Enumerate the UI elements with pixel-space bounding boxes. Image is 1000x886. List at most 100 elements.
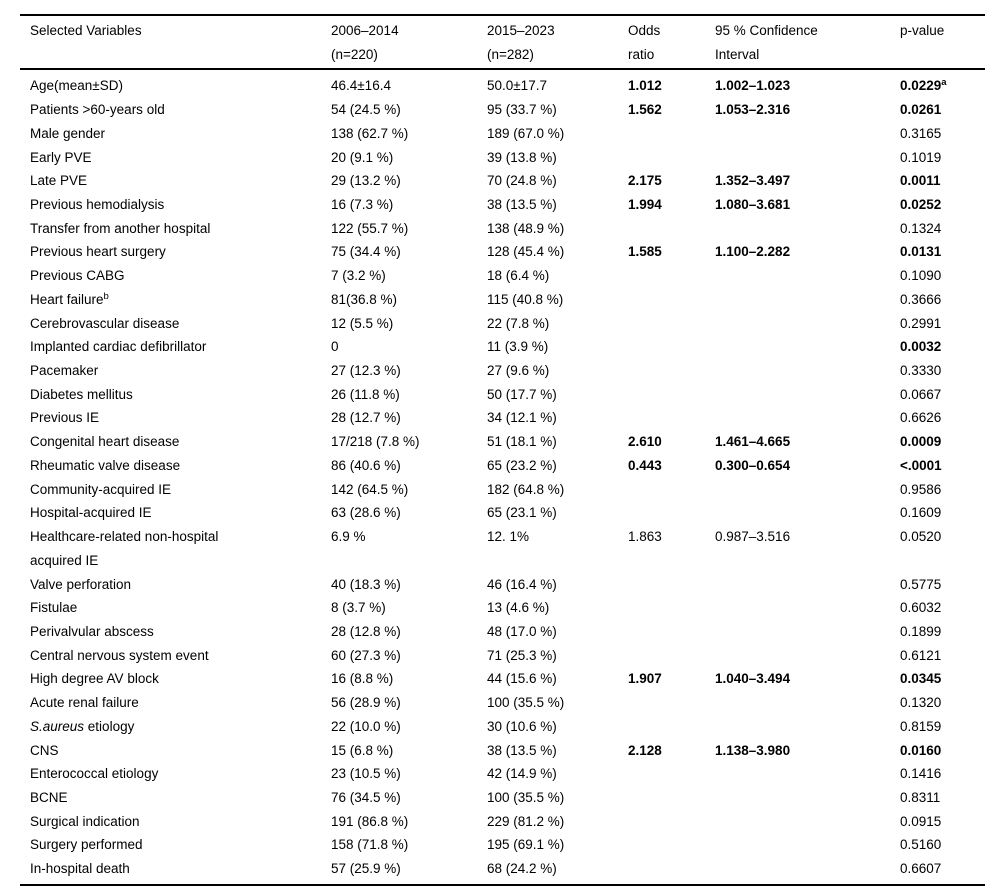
cell-confidence-interval [715, 288, 900, 312]
cell-period-2015-2023: 39 (13.8 %) [487, 149, 557, 165]
cell-p-value: <.0001 [900, 457, 942, 473]
table-row: Rheumatic valve disease 86 (40.6 %) 65 (23… [20, 454, 985, 478]
cell-variable: Previous hemodialysis [30, 197, 165, 212]
cell-period-2006-2014: 6.9 % [331, 529, 366, 545]
cell-p-value: 0.0032 [900, 339, 942, 355]
cell-period-2006-2014: 63 (28.6 %) [331, 505, 401, 521]
cell-odds-ratio [628, 833, 715, 857]
cell-p-value: 0.0131 [900, 244, 942, 260]
cell-period-2015-2023: 70 (24.8 %) [487, 173, 557, 189]
table-row: Male gender 138 (62.7 %) 189 (67.0 %) 0.316… [20, 122, 985, 146]
cell-confidence-interval [715, 786, 900, 810]
cell-confidence-interval [715, 644, 900, 668]
table-body: Age(mean±SD) 46.4±16.4 50.0±17.7 1.012 1.002… [20, 69, 985, 884]
table-row: Central nervous system event 60 (27.3 %) 7… [20, 644, 985, 668]
cell-period-2015-2023: 38 (13.5 %) [487, 197, 557, 212]
cell-period-2006-2014: 54 (24.5 %) [331, 102, 401, 118]
cell-period-2015-2023: 18 (6.4 %) [487, 268, 550, 284]
cell-confidence-interval [715, 335, 900, 359]
cell-confidence-interval [715, 146, 900, 170]
cell-period-2006-2014: 16 (8.8 %) [331, 671, 394, 687]
cell-variable: High degree AV block [30, 671, 159, 687]
cell-odds-ratio: 1.863 [628, 529, 662, 545]
cell-period-2015-2023: 50 (17.7 %) [487, 386, 557, 402]
footnote-marker: b [103, 290, 109, 302]
cell-p-value: 0.0229a [900, 77, 947, 94]
cell-p-value: 0.1090 [900, 268, 942, 284]
header-row: Selected Variables 2006–2014 (n=220) 201… [20, 15, 985, 71]
cell-confidence-interval [715, 810, 900, 834]
cell-variable: Previous CABG [30, 268, 125, 284]
cell-variable: S.aureus etiology [30, 718, 135, 734]
cell-period-2015-2023: 189 (67.0 %) [487, 125, 565, 141]
cell-period-2006-2014: 23 (10.5 %) [331, 766, 401, 782]
cell-odds-ratio: 2.610 [628, 434, 662, 450]
table-row: Early PVE 20 (9.1 %) 39 (13.8 %) 0.1019 [20, 146, 985, 170]
table-row: Congenital heart disease 17/218 (7.8 %) 51… [20, 430, 985, 454]
cell-odds-ratio [628, 288, 715, 312]
cell-confidence-interval: 1.040–3.494 [715, 671, 791, 687]
cell-variable: Early PVE [30, 149, 92, 165]
cell-p-value: 0.1324 [900, 220, 942, 236]
cell-confidence-interval [715, 715, 900, 739]
cell-odds-ratio [628, 217, 715, 241]
cell-period-2006-2014: 122 (55.7 %) [331, 220, 409, 236]
cell-variable: Valve perforation [30, 576, 132, 592]
cell-odds-ratio: 2.175 [628, 173, 662, 189]
cell-variable: Central nervous system event [30, 647, 209, 663]
cell-variable: Rheumatic valve disease [30, 457, 181, 473]
cell-variable: Surgery performed [30, 837, 143, 853]
cell-odds-ratio [628, 501, 715, 525]
cell-variable: Implanted cardiac defibrillator [30, 339, 207, 355]
cell-p-value: 0.0261 [900, 102, 942, 118]
cell-variable: BCNE [30, 789, 68, 805]
cell-variable: Transfer from another hospital [30, 220, 211, 236]
cell-confidence-interval [715, 762, 900, 786]
cell-period-2015-2023: 51 (18.1 %) [487, 434, 557, 450]
cell-period-2006-2014: 12 (5.5 %) [331, 315, 394, 331]
cell-odds-ratio [628, 146, 715, 170]
cell-p-value: 0.9586 [900, 481, 942, 497]
cell-confidence-interval [715, 359, 900, 383]
cell-variable: Fistulae [30, 600, 78, 616]
table-row: High degree AV block 16 (8.8 %) 44 (15.6 %… [20, 667, 985, 691]
cell-period-2006-2014: 158 (71.8 %) [331, 837, 409, 853]
table-row: Transfer from another hospital 122 (55.7 … [20, 217, 985, 241]
table-row: Implanted cardiac defibrillator 0 11 (3.9 … [20, 335, 985, 359]
cell-odds-ratio [628, 406, 715, 430]
cell-odds-ratio [628, 264, 715, 288]
cell-variable: Perivalvular abscess [30, 623, 154, 639]
cell-confidence-interval: 1.080–3.681 [715, 197, 791, 212]
cell-period-2015-2023: 229 (81.2 %) [487, 813, 565, 829]
cell-period-2006-2014: 28 (12.8 %) [331, 623, 401, 639]
cell-confidence-interval [715, 383, 900, 407]
cell-confidence-interval [715, 312, 900, 336]
table-row: BCNE 76 (34.5 %) 100 (35.5 %) 0.8311 [20, 786, 985, 810]
cell-period-2015-2023: 182 (64.8 %) [487, 481, 565, 497]
cell-odds-ratio [628, 786, 715, 810]
cell-confidence-interval: 1.002–1.023 [715, 78, 791, 94]
cell-period-2006-2014: 76 (34.5 %) [331, 789, 401, 805]
cell-odds-ratio [628, 644, 715, 668]
table-row: Valve perforation 40 (18.3 %) 46 (16.4 %) 0… [20, 573, 985, 597]
cell-confidence-interval [715, 122, 900, 146]
cell-odds-ratio [628, 359, 715, 383]
cell-period-2015-2023: 65 (23.1 %) [487, 505, 557, 521]
cell-p-value: 0.5160 [900, 837, 942, 853]
cell-period-2006-2014: 0 [331, 339, 339, 355]
cell-period-2015-2023: 65 (23.2 %) [487, 457, 557, 473]
table-row: Patients >60-years old 54 (24.5 %) 95 (33.… [20, 98, 985, 122]
table-row: Enterococcal etiology 23 (10.5 %) 42 (14.9… [20, 762, 985, 786]
cell-p-value: 0.3330 [900, 363, 942, 379]
cell-period-2015-2023: 34 (12.1 %) [487, 410, 557, 426]
cell-odds-ratio: 1.562 [628, 102, 662, 118]
header-period-2006-2014: 2006–2014 (n=220) [331, 15, 487, 71]
cell-period-2015-2023: 44 (15.6 %) [487, 671, 557, 687]
cell-period-2006-2014: 22 (10.0 %) [331, 718, 401, 734]
cell-period-2006-2014: 20 (9.1 %) [331, 149, 394, 165]
table-row: Pacemaker 27 (12.3 %) 27 (9.6 %) 0.3330 [20, 359, 985, 383]
cell-period-2006-2014: 138 (62.7 %) [331, 125, 409, 141]
table-row: Diabetes mellitus 26 (11.8 %) 50 (17.7 %) 0… [20, 383, 985, 407]
cell-variable: Pacemaker [30, 363, 99, 379]
cell-period-2006-2014: 191 (86.8 %) [331, 813, 409, 829]
